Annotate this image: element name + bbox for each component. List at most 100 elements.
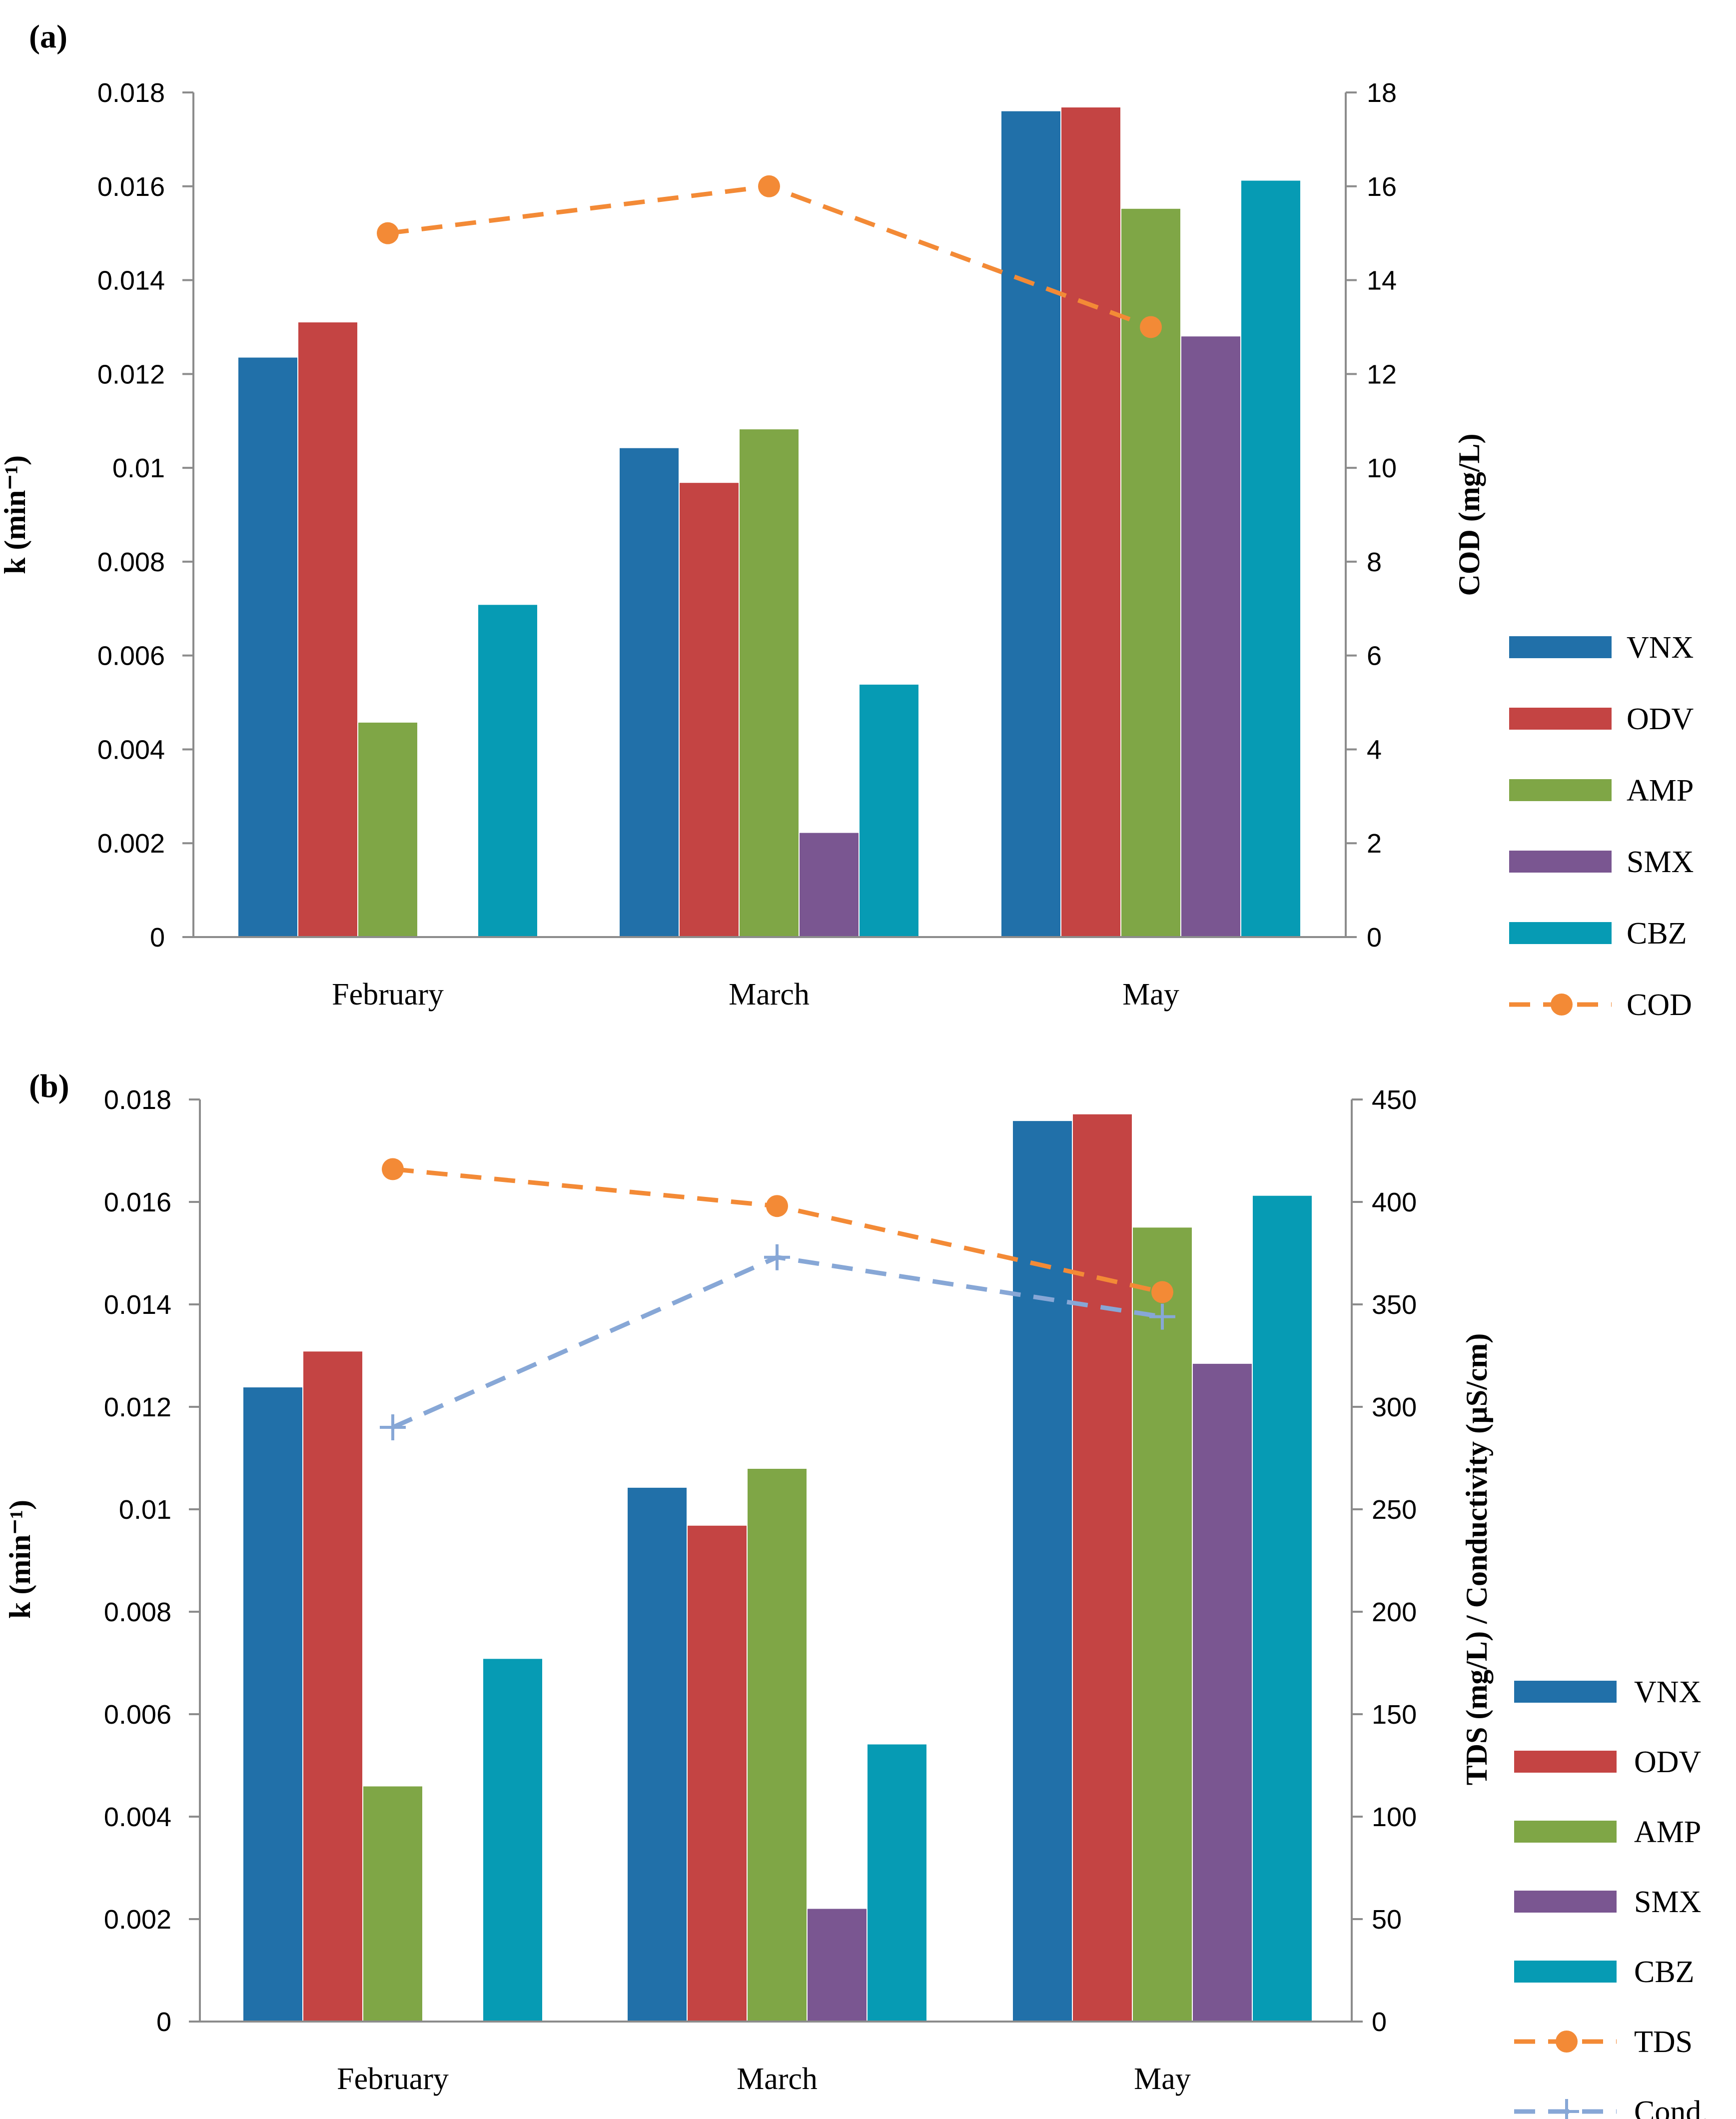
y-tick-label: 0.004 bbox=[104, 1802, 171, 1832]
legend-label: TDS bbox=[1634, 2025, 1693, 2059]
y2-tick-label: 400 bbox=[1372, 1187, 1417, 1217]
legend-label: ODV bbox=[1634, 1745, 1702, 1779]
x-tick-label: February bbox=[332, 978, 444, 1012]
x-tick-label: March bbox=[737, 2062, 818, 2096]
bar-amp-february bbox=[363, 1786, 422, 2022]
y2-tick-label: 2 bbox=[1367, 829, 1382, 859]
y2-tick-label: 200 bbox=[1372, 1597, 1417, 1627]
bar-vnx-february bbox=[238, 357, 297, 937]
y-tick-label: 0.014 bbox=[104, 1290, 171, 1320]
y-tick-label: 0.018 bbox=[97, 78, 165, 108]
y2-tick-label: 6 bbox=[1367, 641, 1382, 671]
legend-label: CBZ bbox=[1627, 917, 1687, 951]
bar-vnx-may bbox=[1001, 111, 1060, 938]
y2-tick-label: 10 bbox=[1367, 453, 1397, 483]
legend-label: CBZ bbox=[1634, 1955, 1695, 1989]
y2-tick-label: 300 bbox=[1372, 1392, 1417, 1422]
legend: VNX ODV AMP SMX CBZ COD bbox=[1509, 631, 1694, 1022]
y2-tick-label: 450 bbox=[1372, 1085, 1417, 1115]
point-cod-march bbox=[758, 175, 780, 197]
y-tick-label: 0.002 bbox=[97, 829, 165, 859]
chart-panel-1: (a) 0 0.002 0.004 0.006 0.008 0.01 0.012 0.014 0.… bbox=[0, 18, 1694, 1022]
y2-tick-label: 350 bbox=[1372, 1290, 1417, 1320]
x-tick-label: February bbox=[337, 2062, 449, 2096]
x-tick-label: March bbox=[729, 978, 810, 1012]
y-tick-label: 0.018 bbox=[104, 1085, 171, 1115]
legend-swatch-smx bbox=[1514, 1891, 1617, 1913]
legend-label: VNX bbox=[1627, 631, 1694, 665]
y-axis-title: k (min⁻¹) bbox=[0, 455, 31, 574]
y2-tick-label: 0 bbox=[1367, 923, 1382, 953]
legend-marker bbox=[1556, 2031, 1578, 2053]
legend-swatch-vnx bbox=[1509, 636, 1612, 658]
point-tds-february bbox=[382, 1158, 404, 1180]
y-tick-label: 0.006 bbox=[97, 641, 165, 671]
y-tick-label: 0.01 bbox=[112, 453, 165, 483]
bar-smx-may bbox=[1193, 1363, 1252, 2022]
bar-smx-march bbox=[808, 1909, 867, 2022]
bar-cbz-may bbox=[1253, 1195, 1312, 2022]
bar-cbz-may bbox=[1241, 180, 1300, 937]
chart-panel-2: (b) 0 0.002 0.004 0.006 0.008 0.01 0.012 0.014 0.… bbox=[3, 1068, 1709, 2119]
y-tick-label: 0.006 bbox=[104, 1700, 171, 1730]
legend-marker bbox=[1551, 994, 1573, 1016]
bar-odv-february bbox=[303, 1351, 362, 2022]
bar-vnx-may bbox=[1013, 1121, 1072, 2022]
legend-swatch-cbz bbox=[1514, 1961, 1617, 1983]
legend-swatch-cbz bbox=[1509, 922, 1612, 944]
point-cod-february bbox=[377, 222, 399, 244]
legend-swatch-odv bbox=[1509, 708, 1612, 730]
legend-label: SMX bbox=[1627, 845, 1694, 879]
y2-tick-label: 14 bbox=[1367, 266, 1397, 296]
y2-tick-label: 100 bbox=[1372, 1802, 1417, 1832]
bar-cbz-february bbox=[483, 1659, 542, 2022]
legend-swatch-smx bbox=[1509, 851, 1612, 873]
legend-label: AMP bbox=[1634, 1815, 1701, 1849]
y-tick-label: 0.014 bbox=[97, 266, 165, 296]
bar-odv-may bbox=[1073, 1114, 1132, 2022]
panel-label: (b) bbox=[29, 1068, 69, 1104]
y2-tick-label: 50 bbox=[1372, 1905, 1402, 1935]
y-tick-label: 0.008 bbox=[97, 547, 165, 577]
legend-label: COD bbox=[1627, 988, 1692, 1022]
y2-axis-title: TDS (mg/L) / Conductivity (µS/cm) bbox=[1460, 1333, 1493, 1786]
bar-smx-may bbox=[1181, 336, 1240, 938]
bar-amp-march bbox=[748, 1469, 807, 2022]
point-cod-may bbox=[1140, 316, 1162, 338]
legend-swatch-amp bbox=[1509, 779, 1612, 801]
y2-tick-label: 250 bbox=[1372, 1495, 1417, 1525]
point-cond-march bbox=[764, 1244, 790, 1270]
bar-amp-may bbox=[1133, 1227, 1192, 2022]
y-tick-label: 0.01 bbox=[119, 1495, 171, 1525]
y2-tick-label: 8 bbox=[1367, 547, 1382, 577]
y-tick-label: 0.004 bbox=[97, 735, 165, 765]
bar-odv-march bbox=[680, 483, 739, 937]
y2-tick-label: 12 bbox=[1367, 359, 1397, 389]
y-tick-label: 0 bbox=[156, 2007, 171, 2037]
point-cond-february bbox=[380, 1414, 406, 1440]
y2-tick-label: 16 bbox=[1367, 172, 1397, 202]
bar-amp-february bbox=[358, 722, 417, 937]
y2-tick-label: 0 bbox=[1372, 2007, 1387, 2037]
bar-smx-march bbox=[800, 833, 859, 937]
bar-cbz-february bbox=[478, 605, 537, 937]
point-tds-may bbox=[1151, 1281, 1173, 1303]
legend-swatch-odv bbox=[1514, 1751, 1617, 1773]
legend-label: Cond. bbox=[1634, 2095, 1709, 2119]
legend-label: SMX bbox=[1634, 1885, 1701, 1919]
y-tick-label: 0.008 bbox=[104, 1597, 171, 1627]
legend-label: VNX bbox=[1634, 1675, 1701, 1709]
point-cond-may bbox=[1149, 1303, 1175, 1330]
y2-tick-label: 150 bbox=[1372, 1700, 1417, 1730]
bar-amp-march bbox=[740, 429, 799, 937]
bar-cbz-march bbox=[860, 684, 918, 937]
y2-axis-title: COD (mg/L) bbox=[1453, 434, 1486, 596]
legend-swatch-amp bbox=[1514, 1821, 1617, 1843]
x-tick-label: May bbox=[1134, 2062, 1191, 2096]
y-tick-label: 0.016 bbox=[104, 1187, 171, 1217]
y-tick-label: 0.012 bbox=[97, 359, 165, 389]
bar-odv-may bbox=[1061, 107, 1120, 937]
legend-swatch-vnx bbox=[1514, 1681, 1617, 1703]
